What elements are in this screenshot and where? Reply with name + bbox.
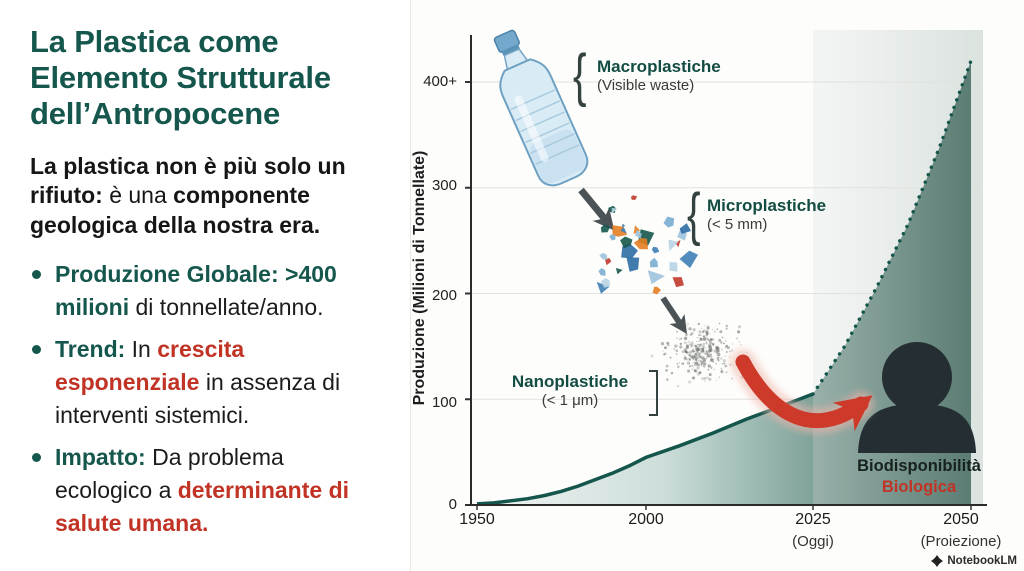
y-tick-0: 0 xyxy=(448,496,457,513)
bullet-impatto: Impatto: Da problema ecologico a determi… xyxy=(30,441,384,539)
y-tick-200: 200 xyxy=(431,287,457,304)
intro-bold-2: componente geologica della nostra era. xyxy=(30,182,321,238)
bullet-accent: determinante di salute umana. xyxy=(55,477,350,536)
macro-sub: (Visible waste) xyxy=(597,77,695,95)
bioavailability-label: Biodisponibilità Biologica xyxy=(851,456,987,499)
bullet-produzione: Produzione Globale: >400 milioni di tonn… xyxy=(30,258,384,323)
bullet-rest: di tonnellate/anno. xyxy=(129,293,324,320)
nano-bracket xyxy=(649,370,658,416)
bullet-trend: Trend: In crescita esponenziale in assen… xyxy=(30,333,384,431)
bullet-mid: Da problema ecologico a xyxy=(55,444,284,504)
degradation-arrows xyxy=(578,187,687,334)
x-tick-2050: 2050 xyxy=(943,511,979,528)
x-tick-2000: 2000 xyxy=(628,511,664,528)
macro-brace: { xyxy=(573,43,587,108)
production-area-solid xyxy=(477,394,813,505)
production-chart-svg xyxy=(465,29,987,510)
macroplastics-label: Macroplastiche (Visible waste) xyxy=(597,57,721,96)
bioavailability-arrow xyxy=(730,349,874,434)
bullet-mid: In xyxy=(125,336,158,363)
notebooklm-icon xyxy=(931,555,944,567)
production-curve-solid xyxy=(476,392,814,506)
watermark: NotebookLM xyxy=(931,555,1017,567)
micro-sub: (< 5 mm) xyxy=(707,216,768,234)
micro-title: Microplastiche xyxy=(707,196,827,215)
microplastic-fragments xyxy=(596,195,698,295)
plastic-bottle-illustration xyxy=(493,29,589,187)
bullet-rest: in assenza di interventi sistemici. xyxy=(55,369,341,428)
bullet-lead: Impatto: xyxy=(55,444,146,471)
bio-line2: Biologica xyxy=(881,478,957,497)
human-silhouette xyxy=(858,342,976,453)
nano-title: Nanoplastiche xyxy=(511,372,629,391)
watermark-text: NotebookLM xyxy=(947,555,1017,567)
bullet-lead: Produzione Globale: >400 milioni xyxy=(55,261,337,320)
page-title: La Plastica come Elemento Strutturale de… xyxy=(30,24,331,131)
x-sub-proiezione: (Proiezione) xyxy=(920,533,1002,550)
x-tick-2025: 2025 xyxy=(795,511,831,528)
bullet-lead: Trend: xyxy=(55,336,126,363)
bio-line1: Biodisponibilità xyxy=(857,457,981,475)
chart-panel: Produzione (Milioni di Tonnellate) 400+ … xyxy=(410,0,1024,571)
y-tick-300: 300 xyxy=(431,177,457,194)
x-tick-1950: 1950 xyxy=(459,511,495,528)
y-tick-400: 400+ xyxy=(423,73,457,90)
intro-normal: è una xyxy=(102,182,174,209)
intro-paragraph: La plastica non è più solo un rifiuto: è… xyxy=(30,152,380,240)
micro-brace: { xyxy=(687,182,701,247)
left-panel: La Plastica come Elemento Strutturale de… xyxy=(0,0,410,571)
bullet-accent: crescita esponenziale xyxy=(55,336,245,396)
x-sub-oggi: (Oggi) xyxy=(792,533,834,550)
microplastics-label: Microplastiche (< 5 mm) xyxy=(707,196,826,235)
nano-sub: (< 1 μm) xyxy=(541,392,599,410)
key-points-list: Produzione Globale: >400 milioni di tonn… xyxy=(30,258,384,539)
production-curve-projection-dotted xyxy=(811,59,973,396)
macro-title: Macroplastiche xyxy=(597,57,721,76)
y-tick-100: 100 xyxy=(431,394,457,411)
nanoplastics-label: Nanoplastiche (< 1 μm) xyxy=(503,372,637,411)
intro-bold-1: La plastica non è più solo un rifiuto: xyxy=(30,152,346,209)
axes xyxy=(469,35,987,506)
